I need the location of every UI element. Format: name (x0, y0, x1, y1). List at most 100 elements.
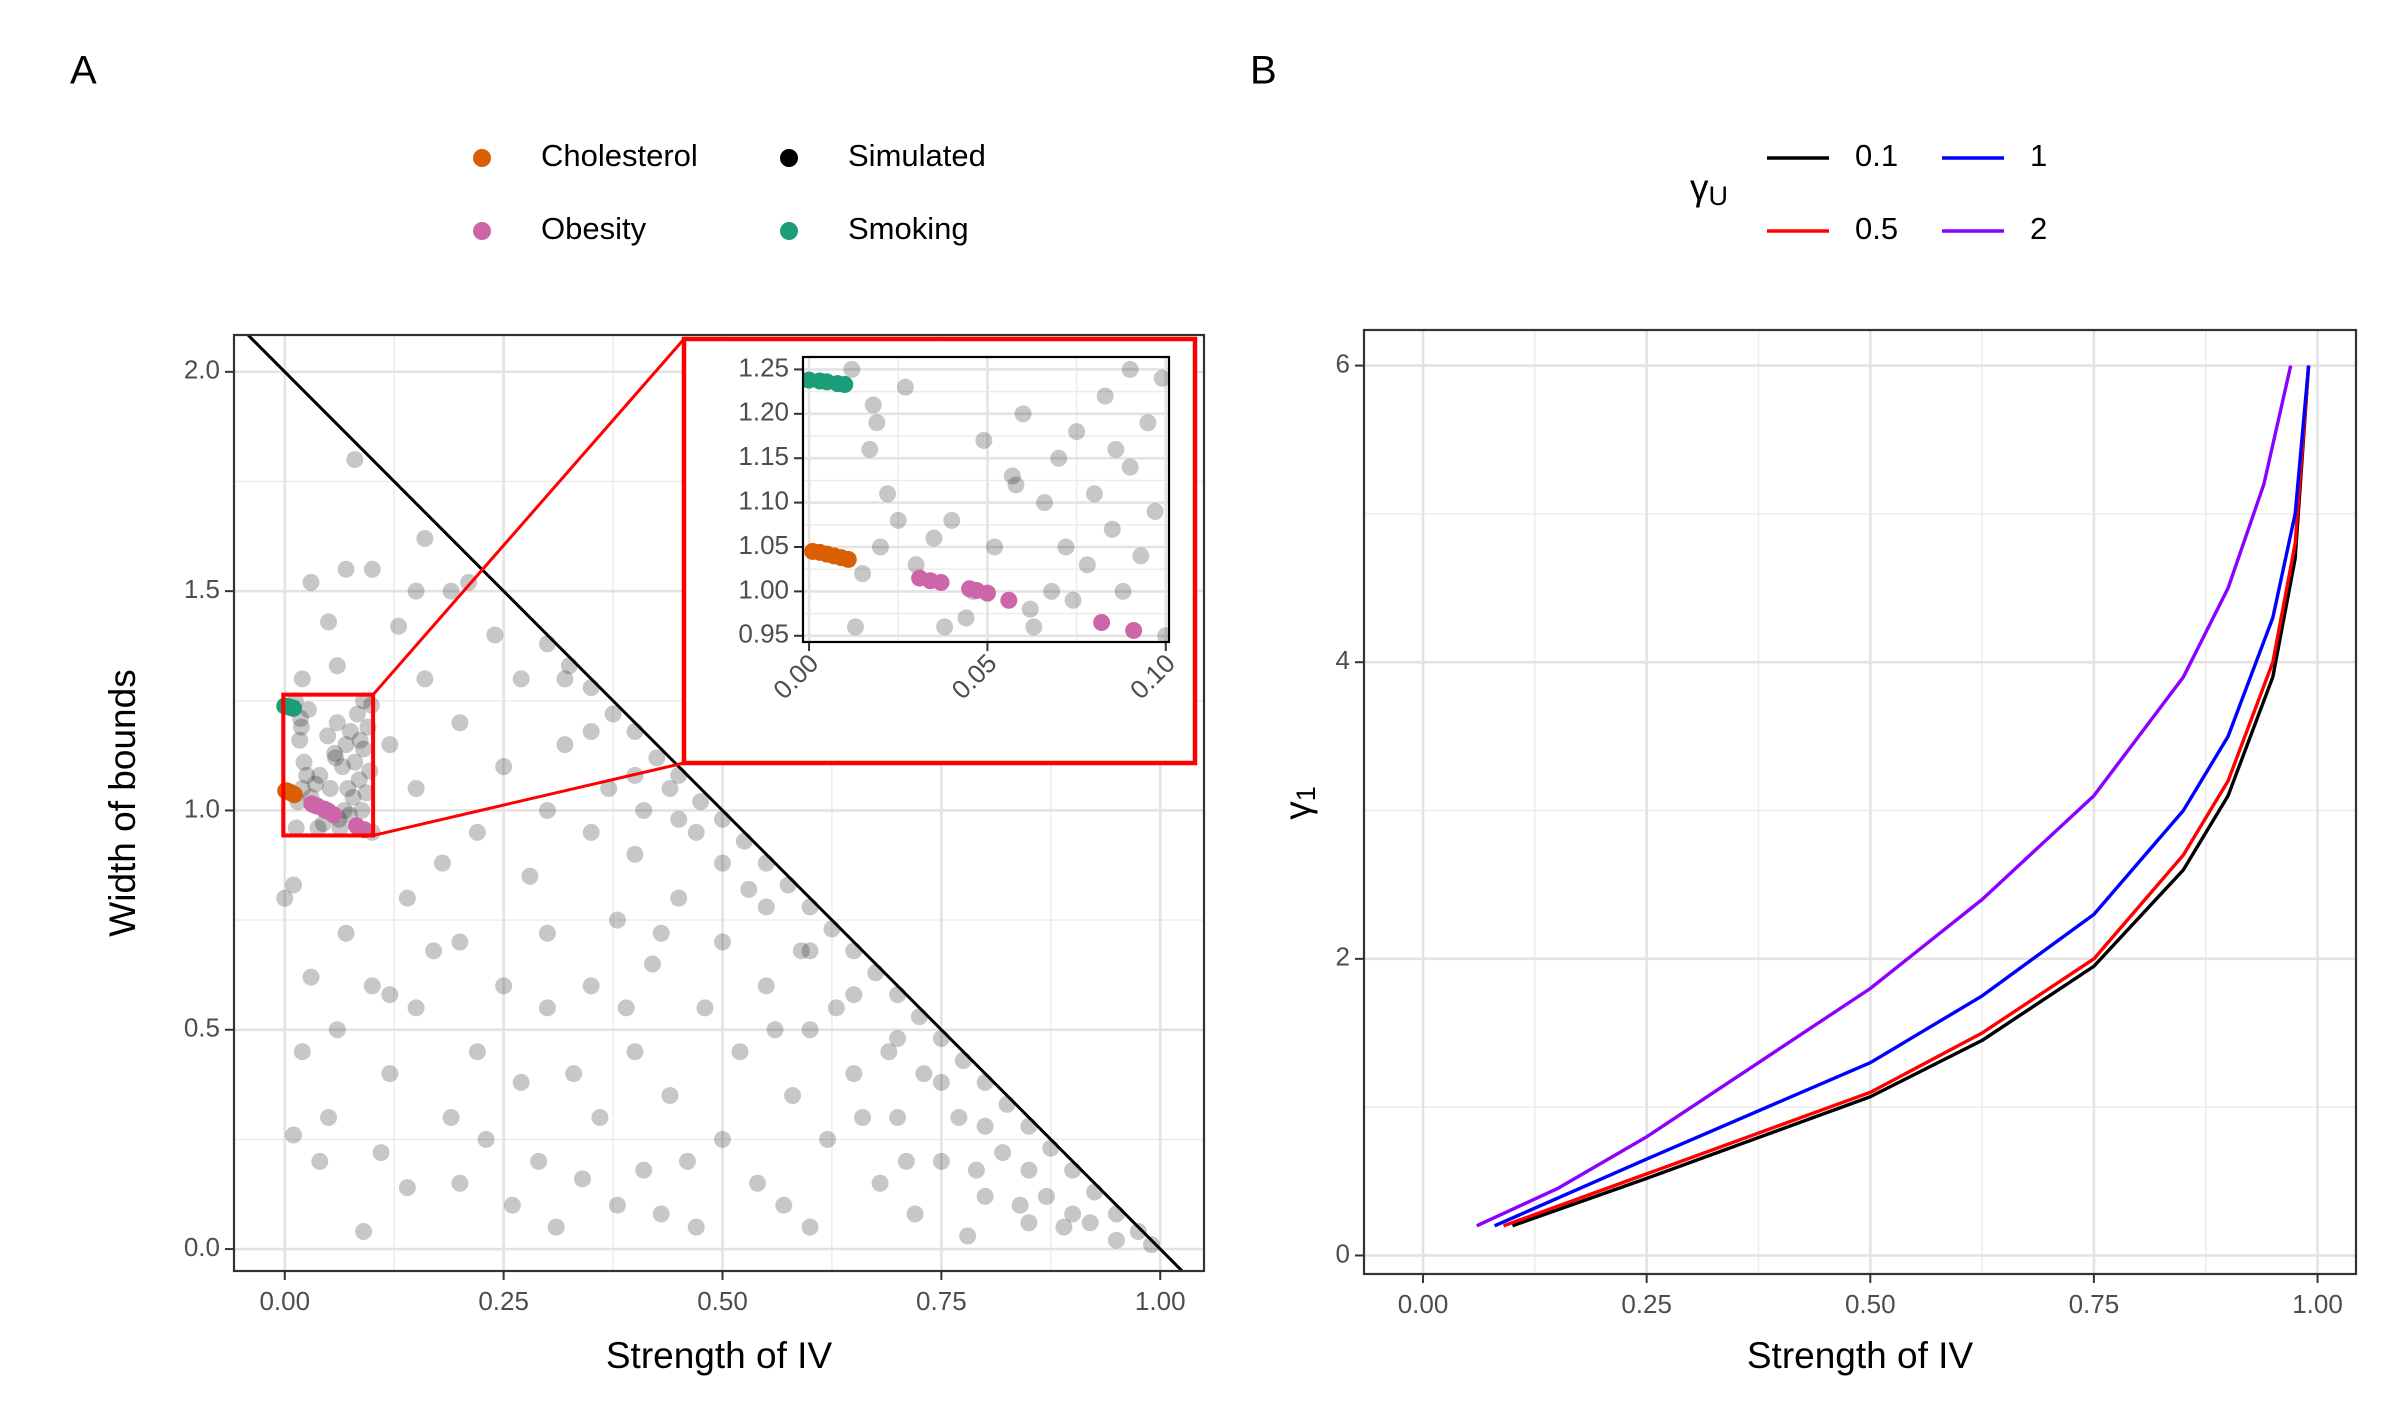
point (950, 1108, 968, 1126)
point (326, 744, 344, 762)
point (319, 727, 337, 745)
point (1153, 369, 1169, 387)
point (521, 867, 539, 885)
point (1157, 95, 1174, 112)
point (740, 880, 758, 898)
point (1300, 760, 1317, 777)
point (1114, 582, 1132, 600)
point (687, 823, 705, 841)
point (801, 898, 819, 916)
point (954, 1051, 972, 1069)
point (696, 999, 714, 1017)
point (1139, 414, 1157, 432)
point (302, 573, 320, 591)
point (861, 440, 879, 458)
point (321, 780, 339, 798)
point (757, 854, 775, 872)
x-tick-label: 0.00 (259, 1286, 310, 1316)
point (871, 538, 889, 556)
point (1081, 1214, 1099, 1232)
plot-frame (232, 333, 1206, 1273)
series-line (1493, 365, 2311, 1228)
y-tick-label: 1.25 (738, 352, 789, 382)
point (1657, 228, 1674, 245)
x-axis-title: Strength of IV (606, 1335, 833, 1376)
point (1146, 502, 1164, 520)
x-tick-label: 0.75 (2069, 1289, 2120, 1319)
point (889, 511, 907, 529)
point (854, 1108, 872, 1126)
point (1096, 387, 1114, 405)
point (341, 723, 359, 741)
point (327, 749, 345, 767)
zoom-box (281, 692, 376, 838)
point (976, 1187, 994, 1205)
x-axis-title: Strength of IV (1747, 1335, 1974, 1376)
point (582, 679, 600, 697)
legend-label: Simulated (848, 138, 986, 173)
y-tick-label: 0.5 (184, 1013, 220, 1043)
point (1229, 1116, 1246, 1133)
point (416, 670, 434, 688)
point (1371, 32, 1388, 49)
point (468, 823, 486, 841)
point (846, 618, 864, 636)
point (871, 1174, 889, 1192)
zoom-connector (372, 761, 685, 837)
point (1478, 139, 1495, 156)
legend-key (780, 149, 798, 167)
point (565, 1065, 583, 1083)
point (538, 924, 556, 942)
series-line (1511, 365, 2311, 1228)
point (757, 898, 775, 916)
x-tick-label: 1.00 (2292, 1289, 2343, 1319)
x-tick-label: 0.00 (1398, 1289, 1449, 1319)
point (1960, 290, 1977, 307)
point (477, 1130, 495, 1148)
point (1229, 450, 1246, 467)
point (1086, 1183, 1104, 1201)
point (2370, 1160, 2387, 1177)
point (512, 1073, 530, 1091)
point (1000, 591, 1018, 609)
x-tick-label: 0.25 (478, 1286, 529, 1316)
point (328, 657, 346, 675)
point (328, 1021, 346, 1039)
point (339, 780, 357, 798)
point (1068, 423, 1086, 441)
legend-label: Smoking (848, 211, 969, 246)
legend-title-symbol: γ (1690, 167, 1709, 208)
point (1336, 539, 1353, 556)
point (1043, 582, 1061, 600)
point (1871, 246, 1888, 263)
point (749, 1174, 767, 1192)
point (346, 451, 364, 469)
point (495, 758, 513, 776)
point (1107, 1231, 1125, 1249)
point (687, 1218, 705, 1236)
point (1078, 556, 1096, 574)
point (1011, 1196, 1029, 1214)
point (1229, 956, 1246, 973)
point (363, 560, 381, 578)
point (285, 786, 303, 804)
point (1336, 982, 1353, 999)
point (819, 1130, 837, 1148)
point (907, 556, 925, 574)
point (407, 582, 425, 600)
point (1020, 1214, 1038, 1232)
point (775, 1196, 793, 1214)
point (451, 1174, 469, 1192)
point (889, 986, 907, 1004)
series-line (1502, 365, 2311, 1228)
point (648, 749, 666, 767)
point (363, 977, 381, 995)
point (582, 977, 600, 995)
point (801, 1218, 819, 1236)
point (337, 736, 355, 754)
y-tick-label: 1.15 (738, 441, 789, 471)
point (643, 955, 661, 973)
point (292, 718, 310, 736)
point (556, 736, 574, 754)
point (350, 771, 368, 789)
